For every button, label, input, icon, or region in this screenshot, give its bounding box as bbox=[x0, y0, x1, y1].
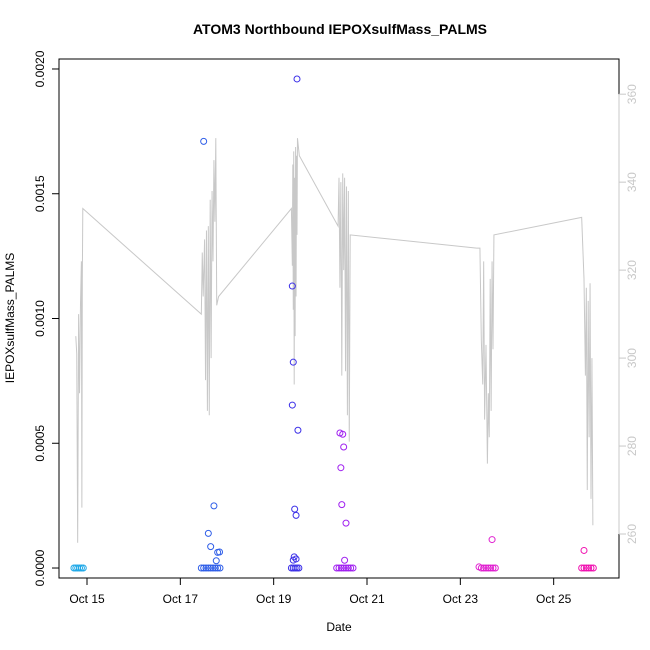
data-point bbox=[295, 564, 303, 572]
data-point bbox=[290, 553, 298, 561]
plot-box bbox=[58, 58, 620, 579]
data-point bbox=[587, 564, 595, 572]
data-point bbox=[582, 564, 590, 572]
data-point bbox=[204, 564, 212, 572]
data-point bbox=[342, 564, 350, 572]
data-point bbox=[477, 564, 485, 572]
scatter-series-1 bbox=[197, 137, 224, 572]
scatter-series-0 bbox=[70, 564, 87, 572]
data-point bbox=[589, 564, 597, 572]
x-tick-label: Oct 21 bbox=[349, 592, 385, 606]
data-point bbox=[293, 564, 301, 572]
y2-tick-label: 280 bbox=[625, 436, 639, 456]
y-tick-label: 0.0020 bbox=[33, 50, 47, 87]
y2-axis: 260 280 300 320 340 360 bbox=[618, 84, 639, 544]
data-point bbox=[340, 564, 348, 572]
data-point bbox=[214, 564, 222, 572]
y-tick-label: 0.0005 bbox=[33, 425, 47, 462]
right-axis-line-series bbox=[75, 138, 594, 543]
data-point bbox=[484, 564, 492, 572]
data-point bbox=[294, 426, 302, 434]
y-tick-label: 0.0015 bbox=[33, 175, 47, 212]
data-point bbox=[293, 75, 301, 83]
data-point bbox=[200, 137, 208, 145]
data-point bbox=[339, 430, 347, 438]
data-point bbox=[291, 505, 299, 513]
scatter-series-3 bbox=[333, 429, 357, 572]
y-tick-label: 0.0000 bbox=[33, 549, 47, 586]
data-point bbox=[349, 564, 357, 572]
x-axis-label: Date bbox=[326, 620, 352, 634]
y2-tick-label: 300 bbox=[625, 348, 639, 368]
y-axis: 0.0000 0.0005 0.0010 0.0015 0.0020 bbox=[33, 50, 60, 586]
data-point bbox=[292, 511, 300, 519]
data-point bbox=[211, 564, 219, 572]
series-layer bbox=[70, 75, 597, 572]
x-tick-label: Oct 17 bbox=[163, 592, 199, 606]
data-point bbox=[200, 564, 208, 572]
x-tick-label: Oct 15 bbox=[69, 592, 105, 606]
data-point bbox=[580, 546, 588, 554]
y2-tick-label: 260 bbox=[625, 524, 639, 544]
x-tick-label: Oct 23 bbox=[443, 592, 479, 606]
x-tick-label: Oct 25 bbox=[536, 592, 572, 606]
y2-tick-label: 320 bbox=[625, 260, 639, 280]
data-point bbox=[204, 529, 212, 537]
scatter-series-2 bbox=[287, 75, 303, 572]
x-axis: Oct 15 Oct 17 Oct 19 Oct 21 Oct 23 Oct 25 bbox=[69, 577, 572, 606]
chart-title: ATOM3 Northbound IEPOXsulfMass_PALMS bbox=[193, 21, 487, 37]
data-point bbox=[210, 502, 218, 510]
data-point bbox=[491, 564, 499, 572]
data-point bbox=[580, 564, 588, 572]
data-point bbox=[347, 564, 355, 572]
data-point bbox=[202, 564, 210, 572]
data-point bbox=[338, 501, 346, 509]
scatter-series-5 bbox=[578, 546, 597, 572]
data-point bbox=[288, 401, 296, 409]
data-point bbox=[289, 358, 297, 366]
y2-tick-label: 360 bbox=[625, 84, 639, 104]
data-point bbox=[288, 282, 296, 290]
data-point bbox=[289, 556, 297, 564]
data-point bbox=[482, 564, 490, 572]
data-point bbox=[197, 564, 205, 572]
data-point bbox=[344, 564, 352, 572]
data-point bbox=[578, 564, 586, 572]
data-point bbox=[488, 536, 496, 544]
data-point bbox=[209, 564, 217, 572]
data-point bbox=[291, 564, 299, 572]
x-tick-label: Oct 19 bbox=[256, 592, 292, 606]
data-point bbox=[333, 564, 341, 572]
data-point bbox=[216, 564, 224, 572]
data-point bbox=[340, 443, 348, 451]
data-point bbox=[79, 564, 87, 572]
data-point bbox=[337, 564, 345, 572]
data-point bbox=[585, 564, 593, 572]
y-axis-label: IEPOXsulfMass_PALMS bbox=[3, 253, 17, 384]
data-point bbox=[341, 556, 349, 564]
data-point bbox=[487, 564, 495, 572]
data-point bbox=[76, 564, 84, 572]
data-point bbox=[480, 564, 488, 572]
data-point bbox=[337, 464, 345, 472]
data-point bbox=[342, 519, 350, 527]
data-point bbox=[212, 557, 220, 565]
data-point bbox=[489, 564, 497, 572]
data-point bbox=[216, 548, 224, 556]
y2-tick-label: 340 bbox=[625, 172, 639, 192]
data-point bbox=[207, 543, 215, 551]
data-point bbox=[335, 564, 343, 572]
data-point bbox=[77, 564, 85, 572]
scatter-series-4 bbox=[475, 536, 499, 572]
y-tick-label: 0.0010 bbox=[33, 300, 47, 337]
data-point bbox=[207, 564, 215, 572]
